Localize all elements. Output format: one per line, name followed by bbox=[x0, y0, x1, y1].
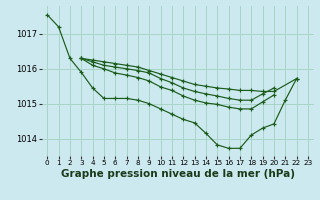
X-axis label: Graphe pression niveau de la mer (hPa): Graphe pression niveau de la mer (hPa) bbox=[60, 169, 295, 179]
